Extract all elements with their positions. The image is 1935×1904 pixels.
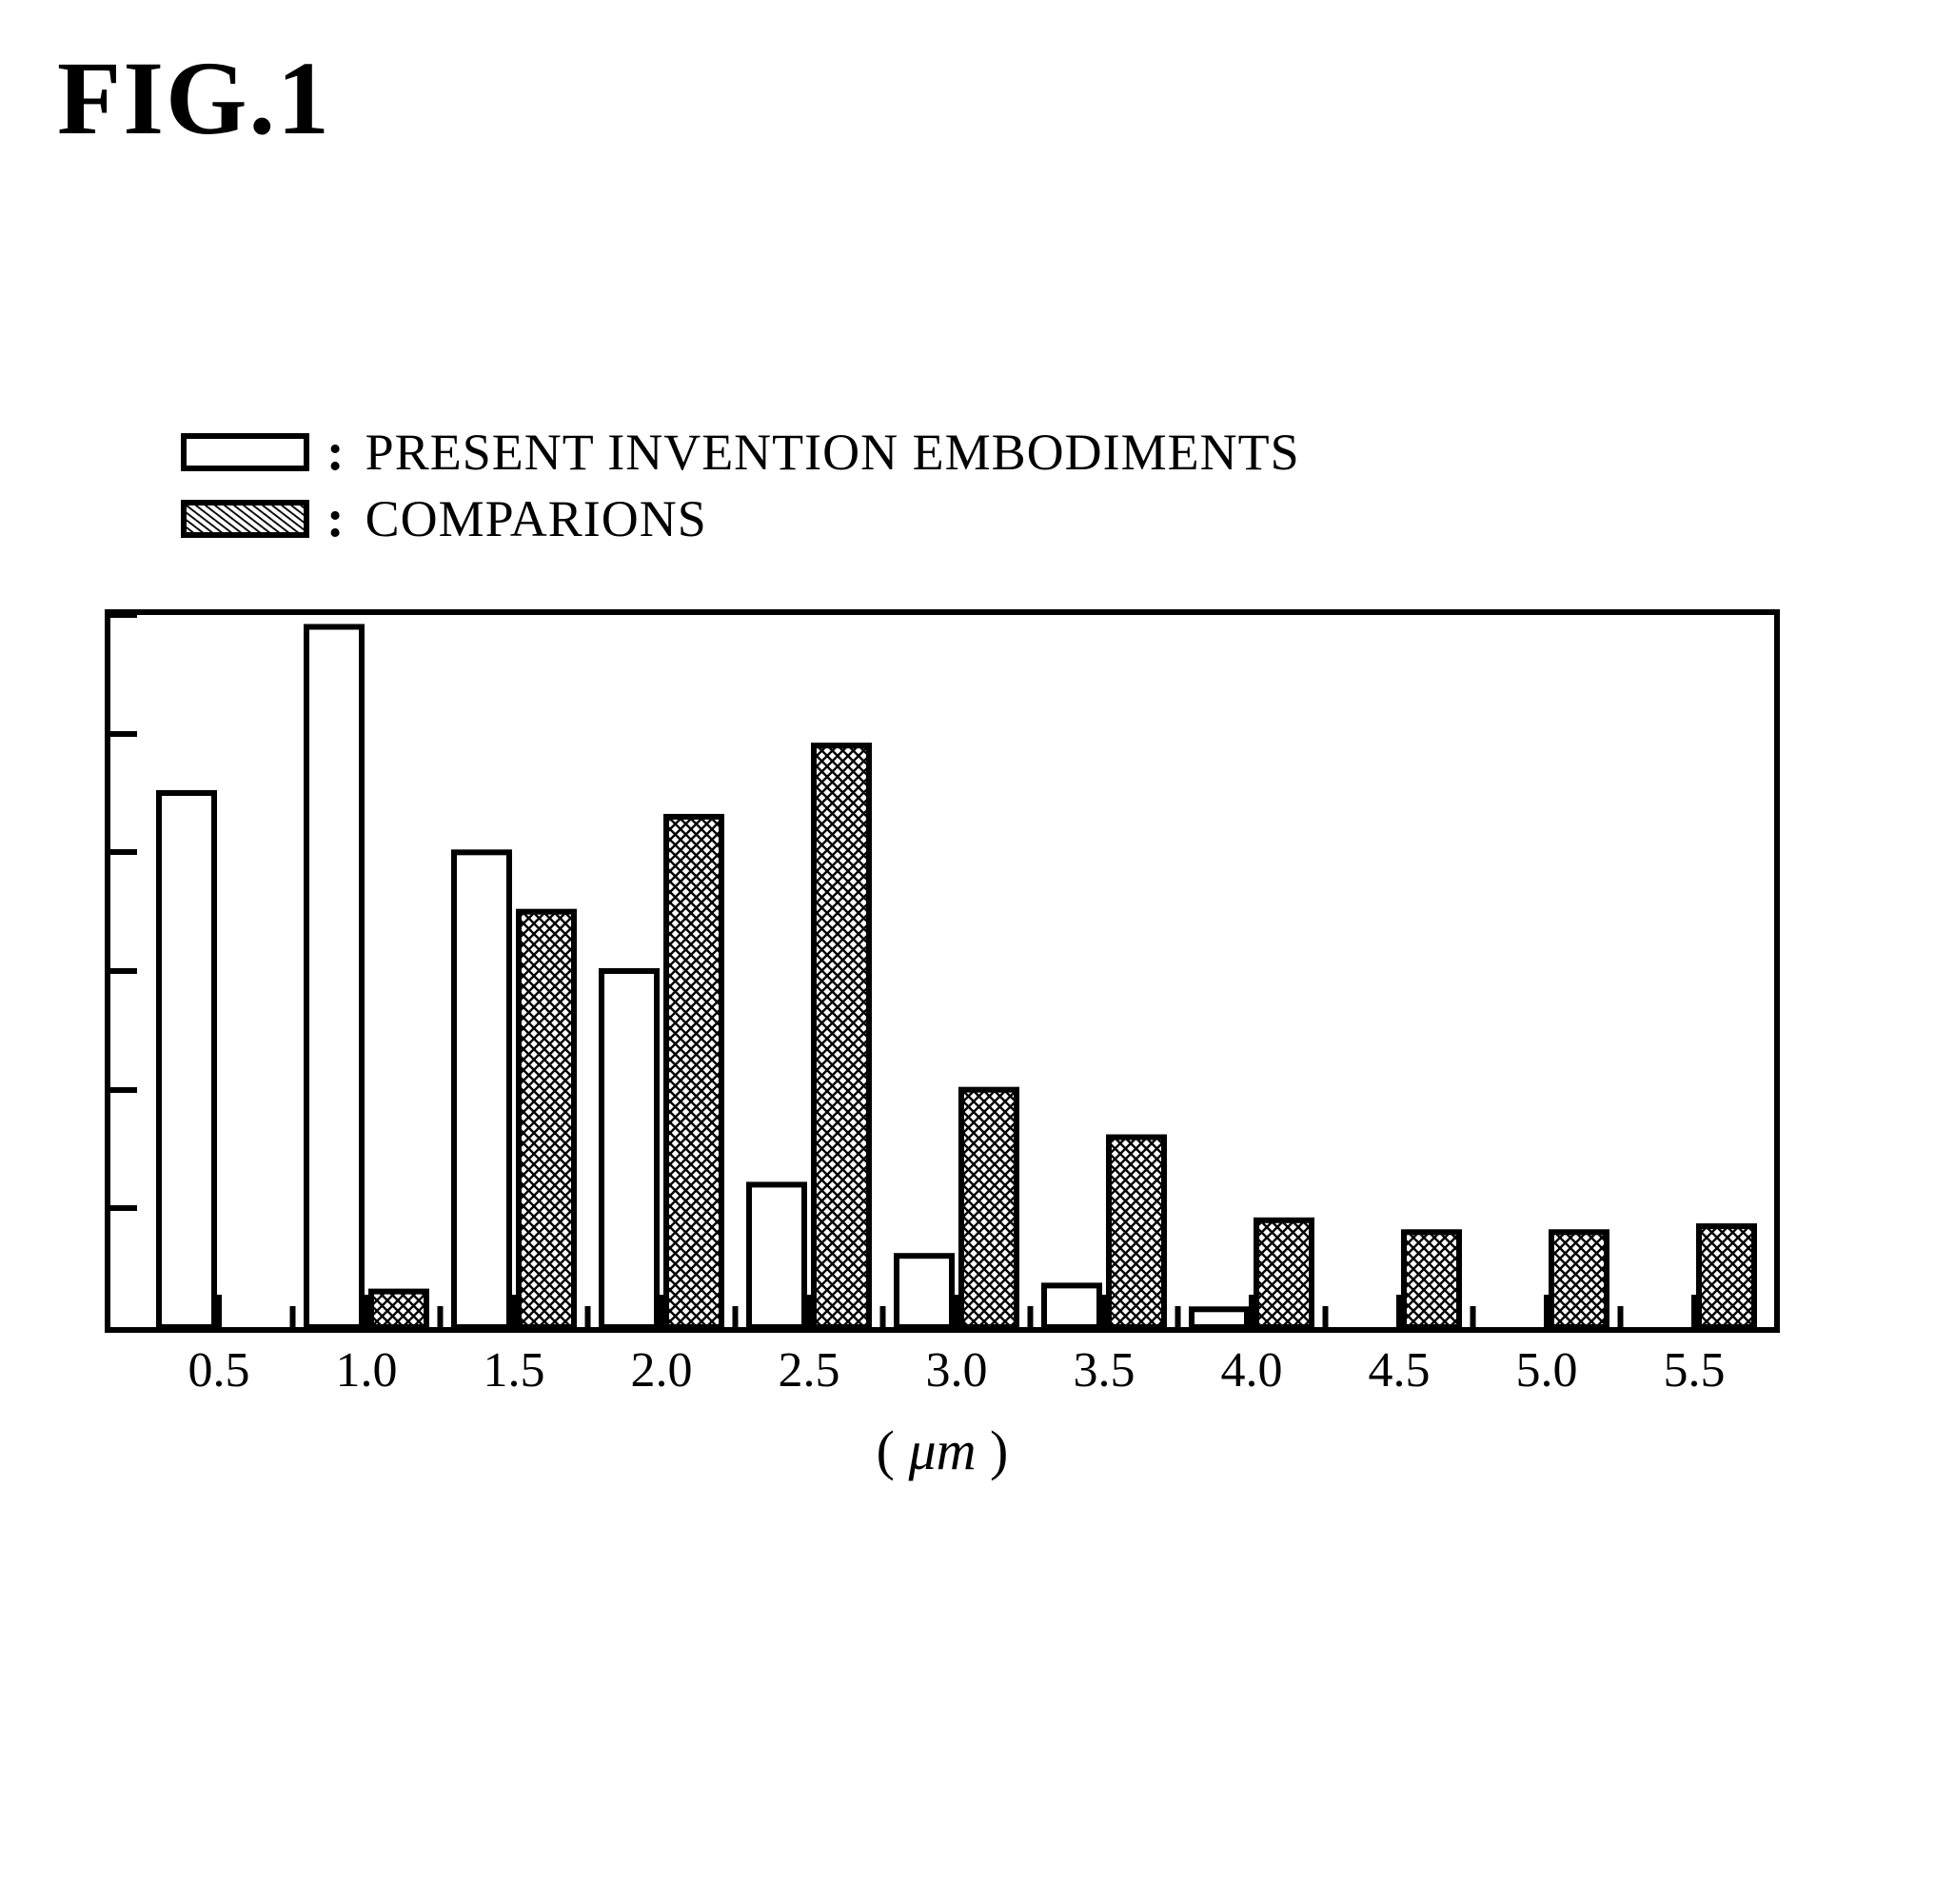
x-minor-tick	[1471, 1306, 1476, 1327]
bar-present-invention	[306, 626, 362, 1327]
legend: : PRESENT INVENTION EMBODIMENTS : COMPAR…	[181, 419, 1300, 552]
bar-comparisons	[1109, 1138, 1164, 1327]
x-tick-label: 1.0	[336, 1342, 398, 1398]
bars-svg	[105, 609, 1780, 1333]
x-minor-tick	[290, 1306, 296, 1327]
x-minor-tick	[1028, 1306, 1034, 1327]
bar-comparisons	[1699, 1226, 1754, 1327]
x-tick	[511, 1295, 517, 1327]
bar-present-invention	[749, 1184, 804, 1327]
x-tick-label: 5.5	[1664, 1342, 1726, 1398]
x-tick	[1544, 1295, 1550, 1327]
bar-present-invention	[897, 1256, 952, 1327]
bar-comparisons	[1404, 1232, 1459, 1327]
x-minor-tick	[438, 1306, 444, 1327]
x-minor-tick	[733, 1306, 739, 1327]
x-tick	[216, 1295, 222, 1327]
x-tick	[806, 1295, 812, 1327]
x-minor-tick	[880, 1306, 886, 1327]
legend-label-comparisons: COMPARIONS	[365, 489, 707, 548]
bar-comparisons	[1551, 1232, 1607, 1327]
legend-swatch-hatched	[181, 500, 309, 538]
bar-present-invention	[159, 793, 214, 1327]
legend-colon: :	[326, 492, 345, 545]
x-tick	[1101, 1295, 1107, 1327]
x-tick-label: 3.0	[926, 1342, 988, 1398]
legend-colon: :	[326, 426, 345, 479]
legend-swatch-open	[181, 433, 309, 471]
x-tick-label: 4.5	[1369, 1342, 1431, 1398]
x-axis-labels: 0.5 1.0 1.5 2.0 2.5 3.0 3.5 4.0 4.5 5.0 5.5	[105, 1333, 1780, 1409]
x-tick	[1249, 1295, 1254, 1327]
x-tick	[364, 1295, 369, 1327]
bar-present-invention	[602, 971, 657, 1327]
x-tick	[1396, 1295, 1402, 1327]
bars-layer	[105, 609, 1780, 1333]
bar-comparisons	[961, 1090, 1017, 1327]
x-minor-tick	[1618, 1306, 1624, 1327]
x-tick-label: 2.0	[631, 1342, 693, 1398]
x-tick	[954, 1295, 959, 1327]
x-tick	[659, 1295, 664, 1327]
x-minor-tick	[1323, 1306, 1329, 1327]
legend-row-comparisons: : COMPARIONS	[181, 486, 1300, 552]
bar-comparisons	[1256, 1220, 1312, 1327]
x-minor-tick	[1175, 1306, 1181, 1327]
legend-row-present-invention: : PRESENT INVENTION EMBODIMENTS	[181, 419, 1300, 486]
bar-present-invention	[1044, 1285, 1099, 1327]
bar-comparisons	[371, 1292, 426, 1327]
x-tick-label: 1.5	[484, 1342, 545, 1398]
bar-comparisons	[814, 745, 869, 1327]
x-tick	[1691, 1295, 1697, 1327]
x-tick-label: 3.5	[1074, 1342, 1135, 1398]
x-minor-tick	[585, 1306, 591, 1327]
bar-comparisons	[666, 817, 721, 1327]
x-tick-label: 4.0	[1221, 1342, 1283, 1398]
x-tick-label: 2.5	[779, 1342, 840, 1398]
bar-comparisons	[519, 912, 574, 1327]
x-axis-unit: ( μm )	[105, 1418, 1780, 1482]
legend-label-present-invention: PRESENT INVENTION EMBODIMENTS	[365, 423, 1300, 482]
bar-present-invention	[454, 852, 509, 1327]
figure-title: FIG.1	[57, 38, 331, 159]
bar-present-invention	[1192, 1309, 1247, 1327]
x-tick-label: 5.0	[1516, 1342, 1578, 1398]
x-tick-label: 0.5	[188, 1342, 250, 1398]
